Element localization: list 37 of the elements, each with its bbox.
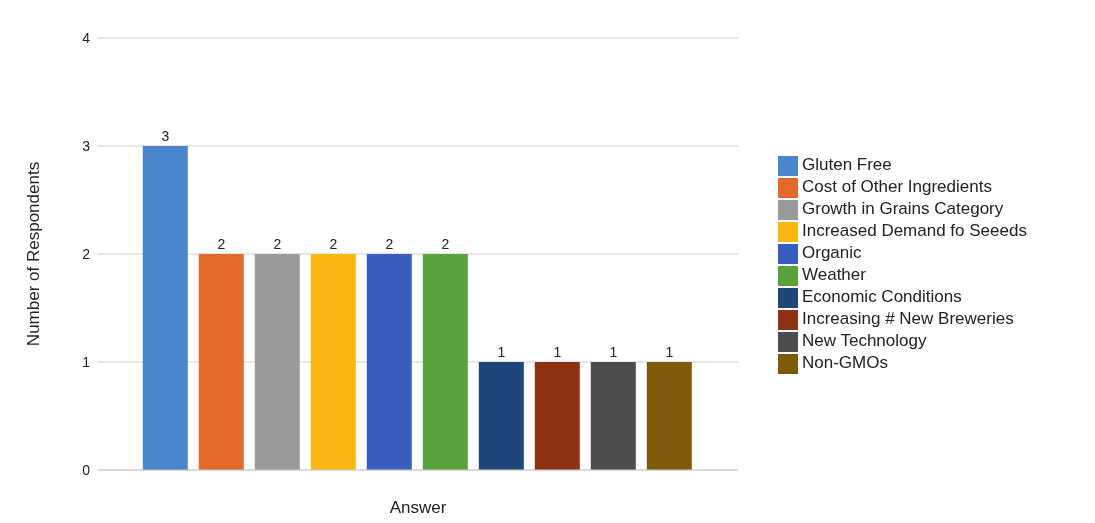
legend-label: Increasing # New Breweries [802, 309, 1014, 328]
legend-label: Non-GMOs [802, 353, 888, 372]
legend-label: Increased Demand fo Seeeds [802, 221, 1027, 240]
bar [142, 146, 188, 470]
legend-label: Gluten Free [802, 155, 892, 174]
legend-label: Organic [802, 243, 862, 262]
data-label: 2 [273, 236, 282, 252]
legend-label: Cost of Other Ingredients [802, 177, 992, 196]
bar [590, 362, 636, 470]
data-label: 2 [385, 236, 394, 252]
y-tick-label: 1 [82, 353, 91, 370]
legend-label: Growth in Grains Category [802, 199, 1004, 218]
bar [310, 254, 356, 470]
data-label: 2 [441, 236, 450, 252]
y-tick-label: 2 [82, 245, 91, 262]
data-label: 2 [329, 236, 338, 252]
legend-label: New Technology [802, 331, 927, 350]
data-label: 1 [497, 344, 506, 360]
bar [478, 362, 524, 470]
bar [534, 362, 580, 470]
y-tick-label: 0 [82, 461, 91, 478]
legend-label: Weather [802, 265, 866, 284]
bar [198, 254, 244, 470]
bar [366, 254, 412, 470]
y-tick-label: 4 [82, 29, 91, 46]
data-label: 1 [609, 344, 618, 360]
y-axis-title: Number of Respondents [24, 161, 44, 347]
data-label: 1 [665, 344, 674, 360]
data-label: 2 [217, 236, 226, 252]
data-label: 1 [553, 344, 562, 360]
bar [422, 254, 468, 470]
x-axis-title: Answer [389, 498, 447, 517]
legend-label: Economic Conditions [802, 287, 962, 306]
bar [646, 362, 692, 470]
data-label: 3 [161, 128, 170, 144]
bar [254, 254, 300, 470]
y-tick-label: 3 [82, 137, 91, 154]
